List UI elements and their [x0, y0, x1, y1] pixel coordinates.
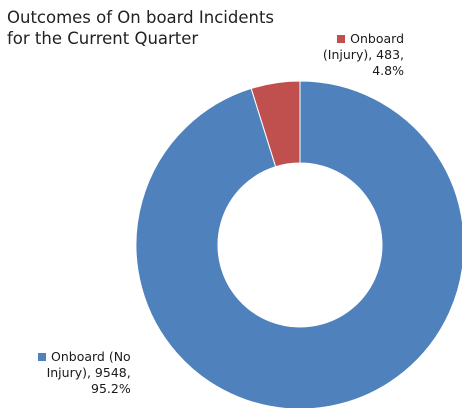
- data-label-no-injury-line-3: 95.2%: [91, 381, 131, 396]
- data-label-injury-line-1: Onboard: [350, 31, 404, 46]
- data-label-injury-line-3: 4.8%: [372, 63, 404, 78]
- data-label-injury-line-2: (Injury), 483,: [322, 47, 404, 62]
- chart-title-line-1: Outcomes of On board Incidents: [7, 8, 275, 27]
- data-label-no-injury: Onboard (No Injury), 9548, 95.2%: [38, 349, 131, 397]
- data-label-injury: Onboard (Injury), 483, 4.8%: [323, 31, 404, 79]
- data-label-no-injury-line-2: Injury), 9548,: [46, 365, 131, 380]
- chart-title: Outcomes of On board Incidents for the C…: [7, 7, 274, 49]
- legend-swatch-no-injury: [38, 352, 46, 361]
- donut-slice-no-injury: [135, 80, 462, 408]
- legend-swatch-injury: [337, 34, 346, 43]
- chart-title-line-2: for the Current Quarter: [7, 29, 199, 48]
- data-label-no-injury-line-1: Onboard (No: [51, 349, 131, 364]
